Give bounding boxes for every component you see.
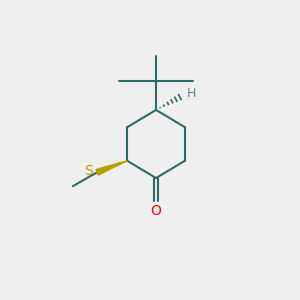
Text: H: H — [187, 87, 196, 100]
Text: O: O — [151, 204, 161, 218]
Polygon shape — [96, 161, 127, 175]
Text: S: S — [84, 164, 93, 178]
